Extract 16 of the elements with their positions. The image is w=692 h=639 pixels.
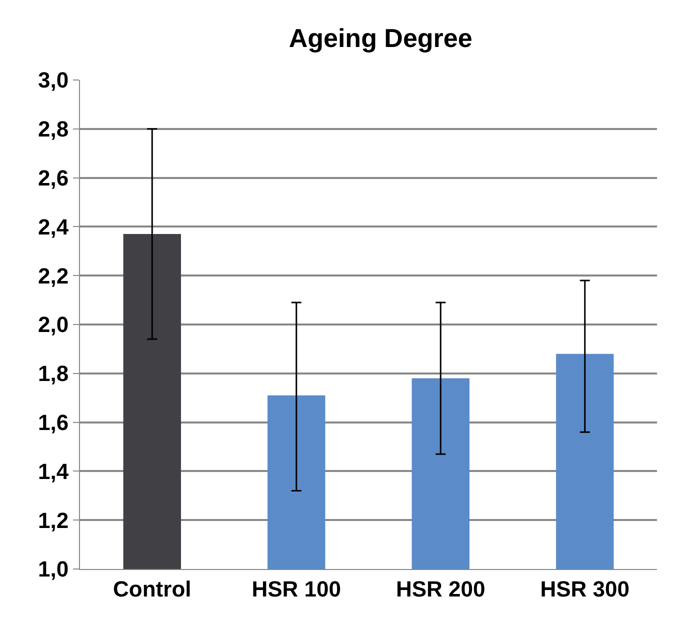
y-tick-label: 2,8	[38, 116, 69, 142]
x-tick-label: HSR 200	[396, 576, 486, 602]
y-tick-label: 2,6	[38, 166, 69, 190]
y-tick-label: 1,4	[38, 458, 70, 484]
y-tick-label: 2,4	[38, 214, 70, 240]
x-tick-label: HSR 100	[252, 576, 342, 602]
chart-title: Ageing Degree	[288, 22, 472, 53]
y-tick-label: 1,6	[38, 410, 69, 435]
y-tick-label: 2,2	[38, 263, 69, 288]
x-tick-label: Control	[113, 576, 192, 602]
y-tick-label: 1,0	[38, 556, 69, 582]
y-tick-label: 1,2	[38, 508, 69, 533]
y-tick-label: 1,8	[38, 361, 69, 386]
y-tick-label: 2,0	[38, 312, 69, 338]
y-tick-label: 3,0	[38, 68, 69, 93]
x-tick-label: HSR 300	[540, 576, 630, 602]
